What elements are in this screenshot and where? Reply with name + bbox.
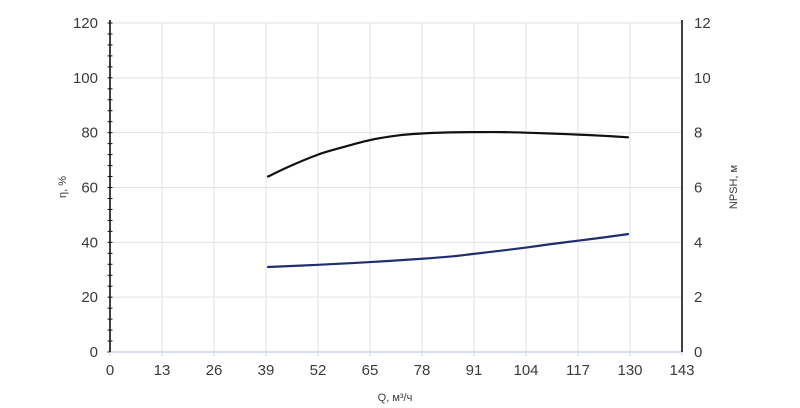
left-y-tick-labels: 0 20 40 60 80 100 120 [73,15,98,361]
left-axis-minor-ticks [107,22,683,356]
right-y-tick-label: 8 [694,125,702,142]
x-tick-label: 13 [154,362,171,379]
x-tick-label: 117 [566,362,590,379]
x-tick-label: 0 [106,362,114,379]
x-tick-label: 52 [310,362,327,379]
x-tick-label: 91 [466,362,483,379]
left-y-tick-label: 60 [81,180,98,197]
left-y-tick-label: 100 [73,70,98,87]
right-y-tick-labels: 0 2 4 6 8 10 12 [694,15,711,361]
right-y-axis-title: NPSH, м [728,165,740,209]
right-y-tick-label: 0 [694,344,702,361]
left-y-tick-label: 40 [81,234,98,251]
x-axis-title: Q, м³/ч [378,392,413,404]
right-y-tick-label: 2 [694,289,702,306]
left-y-tick-label: 120 [73,15,98,32]
left-y-axis-title: η, % [57,176,69,198]
left-y-tick-label: 0 [90,344,98,361]
x-tick-label: 39 [258,362,275,379]
left-y-tick-label: 20 [81,289,98,306]
x-tick-label: 26 [206,362,223,379]
x-tick-label: 130 [617,362,642,379]
npsh-series-line [266,233,630,269]
right-y-tick-label: 10 [694,70,711,87]
left-y-tick-label: 80 [81,125,98,142]
x-tick-label: 78 [414,362,431,379]
right-y-tick-label: 6 [694,180,702,197]
right-y-tick-label: 12 [694,15,711,32]
series-group [266,130,630,269]
right-y-tick-label: 4 [694,234,702,251]
x-tick-label: 104 [513,362,538,379]
efficiency-series-line [266,130,630,178]
x-tick-label: 143 [669,362,694,379]
grid-lines [110,22,682,352]
x-tick-labels: 0 13 26 39 52 65 78 91 104 117 130 143 [106,362,695,379]
x-tick-label: 65 [362,362,379,379]
